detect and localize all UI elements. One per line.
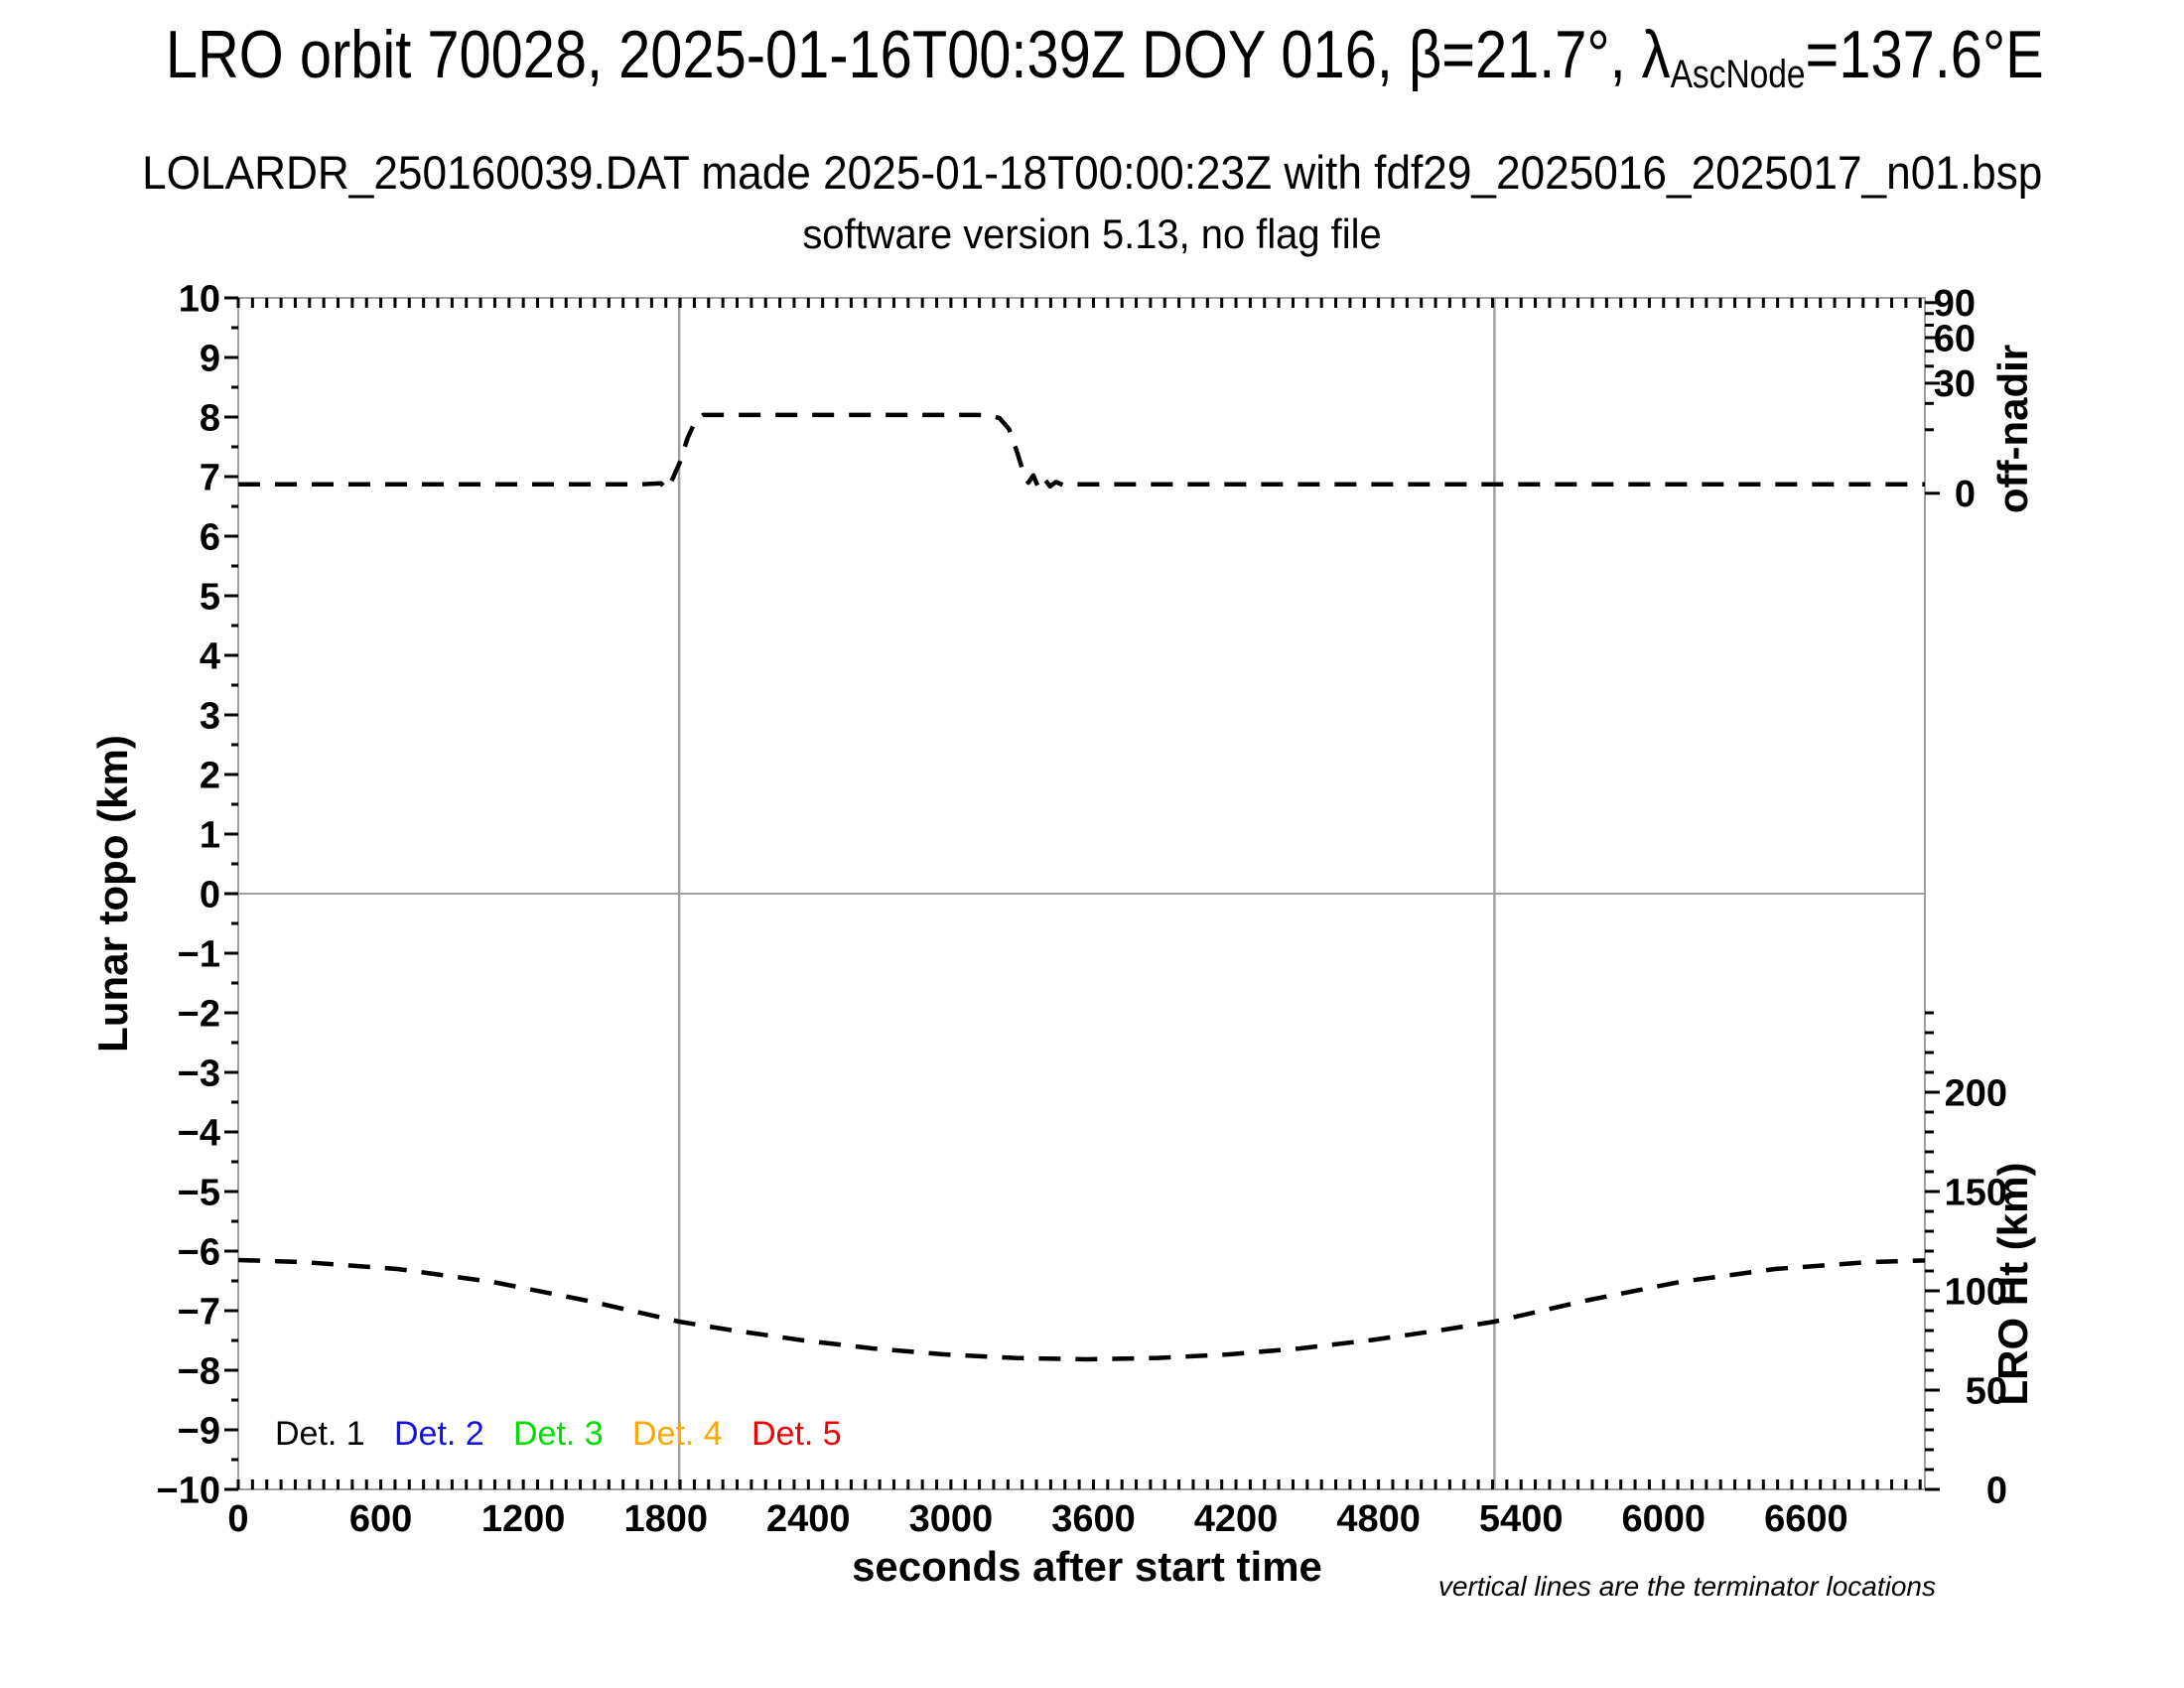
topo-tick-label: 2	[200, 755, 220, 796]
detector-legend: Det. 1 Det. 2 Det. 3 Det. 4 Det. 5	[275, 1415, 842, 1453]
x-minor-ticks	[236, 298, 1922, 1489]
lro-ht-axis-title: LRO Ht (km)	[1989, 1163, 2036, 1406]
topo-tick-label: 10	[179, 278, 220, 320]
x-tick-label: 6600	[1764, 1498, 1848, 1540]
terminator-note: vertical lines are the terminator locati…	[1438, 1571, 1936, 1602]
x-tick-label: 4800	[1336, 1498, 1421, 1540]
topo-tick-label: 4	[200, 635, 220, 677]
topo-tick-label: −1	[178, 933, 220, 975]
off-nadir-axis-title: off-nadir	[1989, 345, 2036, 513]
software-version-line: software version 5.13, no flag file	[802, 211, 1382, 257]
topo-tick-label: 7	[200, 457, 220, 498]
off-nadir-curve	[238, 412, 1925, 492]
off-nadir-tick-label: 60	[1934, 318, 1976, 359]
lro-ht-axis-ticks	[1925, 1011, 1940, 1491]
title-prefix: LRO orbit 70028, 2025-01-16T00:39Z DOY 0…	[165, 17, 1671, 92]
topo-tick-label: 8	[200, 397, 220, 439]
legend-item-label: Det. 3	[513, 1415, 604, 1453]
lro-height-curve	[237, 1257, 1926, 1362]
title-suffix: =137.6°E	[1805, 17, 2044, 92]
frame-and-reference-lines	[237, 297, 1926, 1490]
off-nadir-tick-label: 30	[1934, 363, 1976, 405]
legend-item-label: Det. 5	[751, 1415, 842, 1453]
title-lambda-subscript: AscNode	[1670, 52, 1806, 96]
lro-ht-tick-label: 0	[1986, 1470, 2007, 1511]
topo-tick-label: −9	[178, 1410, 220, 1452]
x-tick-label: 0	[227, 1498, 248, 1540]
page-title: LRO orbit 70028, 2025-01-16T00:39Z DOY 0…	[0, 16, 2184, 97]
x-tick-label: 3600	[1051, 1498, 1136, 1540]
topo-tick-label: −5	[178, 1172, 220, 1213]
off-nadir-tick-label: 0	[1955, 474, 1976, 515]
x-tick-label: 4200	[1194, 1498, 1279, 1540]
topo-axis-ticks	[224, 296, 238, 1491]
legend-item-label: Det. 1	[275, 1415, 365, 1453]
topo-tick-label: 9	[200, 338, 220, 379]
lro-ht-tick-label: 100	[1945, 1271, 2007, 1313]
lro-ht-tick-label: 150	[1945, 1172, 2007, 1213]
topo-tick-label: 3	[200, 695, 220, 737]
x-tick-label: 5400	[1479, 1498, 1564, 1540]
lro-ht-tick-label: 200	[1945, 1072, 2007, 1114]
x-tick-label: 600	[349, 1498, 412, 1540]
topo-tick-label: −3	[178, 1053, 220, 1094]
legend-item-label: Det. 4	[632, 1415, 723, 1453]
topo-tick-label: −4	[178, 1112, 220, 1154]
topo-tick-label: −7	[178, 1291, 220, 1333]
lro-ht-tick-label: 50	[1966, 1370, 2007, 1412]
x-tick-label: 1200	[481, 1498, 566, 1540]
left-axis-title: Lunar topo (km)	[89, 735, 136, 1053]
topo-tick-label: 5	[200, 576, 220, 618]
x-tick-label: 2400	[766, 1498, 851, 1540]
off-nadir-axis-ticks	[1925, 301, 1940, 495]
topo-tick-label: −6	[178, 1231, 220, 1273]
topo-tick-label: −2	[178, 993, 220, 1035]
off-nadir-tick-label: 90	[1934, 283, 1976, 325]
topo-tick-label: 1	[200, 814, 220, 856]
topo-tick-label: −8	[178, 1350, 220, 1392]
x-axis-title: seconds after start time	[852, 1543, 1322, 1590]
topo-tick-label: 0	[200, 874, 220, 915]
x-tick-label: 6000	[1622, 1498, 1706, 1540]
topo-tick-label: 6	[200, 516, 220, 558]
subtitle: LOLARDR_250160039.DAT made 2025-01-18T00…	[141, 146, 2043, 199]
x-tick-label: 3000	[909, 1498, 994, 1540]
x-tick-label: 1800	[623, 1498, 708, 1540]
topo-tick-label: −10	[157, 1470, 220, 1511]
legend-item-label: Det. 2	[394, 1415, 484, 1453]
